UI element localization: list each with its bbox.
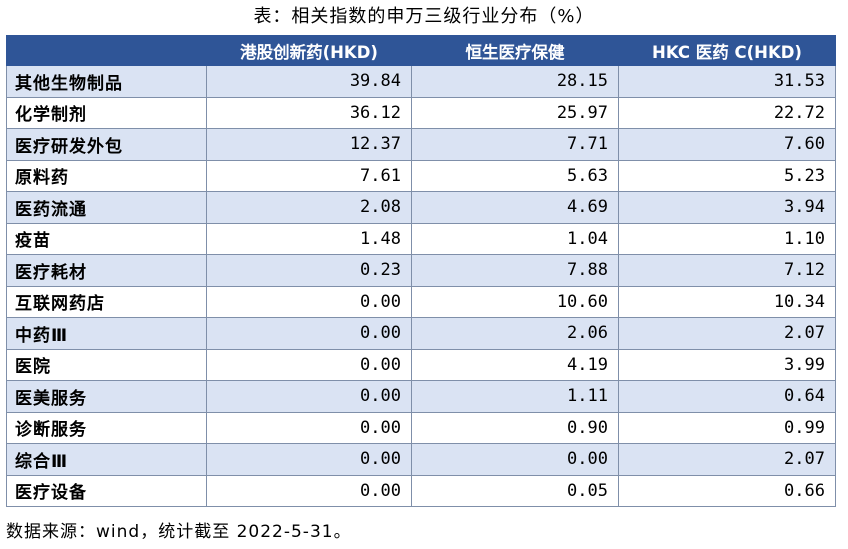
value-hk-innovative-drug: 7.61	[206, 159, 412, 192]
table-header-row: 港股创新药(HKD) 恒生医疗保健 HKC 医药 C(HKD)	[6, 35, 836, 66]
table-row: 医疗研发外包 12.37 7.71 7.60	[6, 128, 836, 161]
row-label-cell: 医疗耗材	[6, 254, 207, 287]
header-hk-innovative-drug: 港股创新药(HKD)	[206, 35, 412, 66]
table-row: 诊断服务 0.00 0.90 0.99	[6, 411, 836, 444]
table-body: 其他生物制品 39.84 28.15 31.53 化学制剂 36.12 25.97 22.72…	[6, 65, 836, 507]
value-hang-seng-healthcare: 7.88	[411, 254, 619, 287]
value-hk-innovative-drug: 39.84	[206, 65, 412, 98]
value-hang-seng-healthcare: 25.97	[411, 96, 619, 129]
value-hk-innovative-drug: 0.00	[206, 474, 412, 507]
table-row: 其他生物制品 39.84 28.15 31.53	[6, 65, 836, 98]
table-row: 医美服务 0.00 1.11 0.64	[6, 380, 836, 413]
table-row: 医疗设备 0.00 0.05 0.66	[6, 474, 836, 507]
table-row: 综合Ⅲ 0.00 0.00 2.07	[6, 443, 836, 476]
industry-distribution-table: 港股创新药(HKD) 恒生医疗保健 HKC 医药 C(HKD) 其他生物制品 39…	[6, 35, 836, 507]
row-label-cell: 医疗研发外包	[6, 128, 207, 161]
value-hk-innovative-drug: 0.00	[206, 411, 412, 444]
table-row: 原料药 7.61 5.63 5.23	[6, 159, 836, 192]
value-hk-innovative-drug: 36.12	[206, 96, 412, 129]
value-hang-seng-healthcare: 1.11	[411, 380, 619, 413]
value-hang-seng-healthcare: 1.04	[411, 222, 619, 255]
value-hkc-pharma: 1.10	[618, 222, 836, 255]
row-label-cell: 化学制剂	[6, 96, 207, 129]
row-label-cell: 中药Ⅲ	[6, 317, 207, 350]
value-hkc-pharma: 5.23	[618, 159, 836, 192]
row-label-cell: 医药流通	[6, 191, 207, 224]
table-row: 互联网药店 0.00 10.60 10.34	[6, 285, 836, 318]
table-row: 化学制剂 36.12 25.97 22.72	[6, 96, 836, 129]
header-corner	[6, 35, 207, 66]
table-row: 疫苗 1.48 1.04 1.10	[6, 222, 836, 255]
value-hang-seng-healthcare: 2.06	[411, 317, 619, 350]
value-hk-innovative-drug: 2.08	[206, 191, 412, 224]
table-row: 中药Ⅲ 0.00 2.06 2.07	[6, 317, 836, 350]
value-hkc-pharma: 22.72	[618, 96, 836, 129]
value-hang-seng-healthcare: 0.05	[411, 474, 619, 507]
value-hk-innovative-drug: 12.37	[206, 128, 412, 161]
value-hang-seng-healthcare: 0.90	[411, 411, 619, 444]
value-hkc-pharma: 10.34	[618, 285, 836, 318]
table-title: 表：相关指数的申万三级行业分布（%）	[253, 6, 595, 27]
table-row: 医疗耗材 0.23 7.88 7.12	[6, 254, 836, 287]
row-label-cell: 诊断服务	[6, 411, 207, 444]
value-hkc-pharma: 0.99	[618, 411, 836, 444]
row-label-cell: 医院	[6, 348, 207, 381]
value-hk-innovative-drug: 0.00	[206, 285, 412, 318]
value-hang-seng-healthcare: 7.71	[411, 128, 619, 161]
value-hang-seng-healthcare: 28.15	[411, 65, 619, 98]
value-hkc-pharma: 7.60	[618, 128, 836, 161]
value-hk-innovative-drug: 0.00	[206, 317, 412, 350]
value-hkc-pharma: 7.12	[618, 254, 836, 287]
value-hk-innovative-drug: 1.48	[206, 222, 412, 255]
value-hk-innovative-drug: 0.00	[206, 443, 412, 476]
value-hkc-pharma: 2.07	[618, 443, 836, 476]
value-hkc-pharma: 31.53	[618, 65, 836, 98]
table-row: 医药流通 2.08 4.69 3.94	[6, 191, 836, 224]
row-label-cell: 综合Ⅲ	[6, 443, 207, 476]
value-hk-innovative-drug: 0.23	[206, 254, 412, 287]
value-hang-seng-healthcare: 4.69	[411, 191, 619, 224]
value-hang-seng-healthcare: 10.60	[411, 285, 619, 318]
value-hang-seng-healthcare: 5.63	[411, 159, 619, 192]
value-hkc-pharma: 0.66	[618, 474, 836, 507]
header-hang-seng-healthcare: 恒生医疗保健	[411, 35, 619, 66]
value-hang-seng-healthcare: 4.19	[411, 348, 619, 381]
row-label-cell: 医美服务	[6, 380, 207, 413]
table-row: 医院 0.00 4.19 3.99	[6, 348, 836, 381]
value-hkc-pharma: 3.94	[618, 191, 836, 224]
header-hkc-pharma: HKC 医药 C(HKD)	[618, 35, 836, 66]
row-label-cell: 原料药	[6, 159, 207, 192]
source-note: 数据来源：wind，统计截至 2022-5-31。	[6, 522, 352, 542]
value-hk-innovative-drug: 0.00	[206, 380, 412, 413]
row-label-cell: 医疗设备	[6, 474, 207, 507]
value-hkc-pharma: 3.99	[618, 348, 836, 381]
value-hk-innovative-drug: 0.00	[206, 348, 412, 381]
value-hang-seng-healthcare: 0.00	[411, 443, 619, 476]
value-hkc-pharma: 0.64	[618, 380, 836, 413]
row-label-cell: 互联网药店	[6, 285, 207, 318]
row-label-cell: 疫苗	[6, 222, 207, 255]
row-label-cell: 其他生物制品	[6, 65, 207, 98]
value-hkc-pharma: 2.07	[618, 317, 836, 350]
